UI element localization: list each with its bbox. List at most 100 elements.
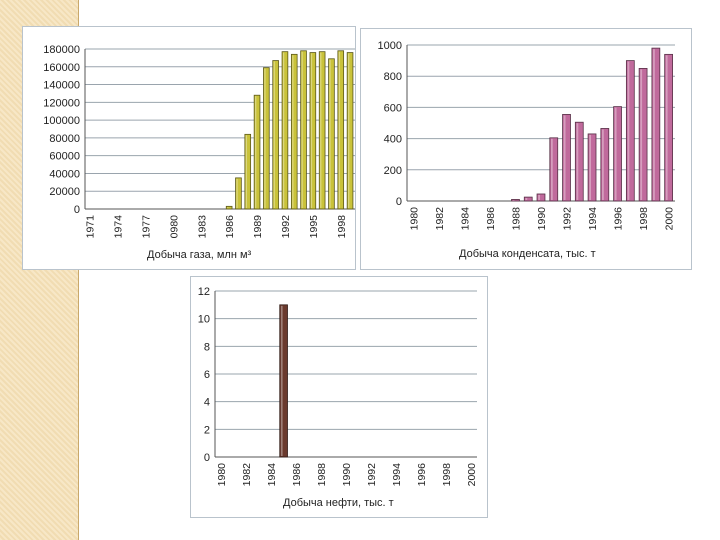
gas-ytick-label: 0 xyxy=(74,204,80,216)
gas-bar-1987 xyxy=(235,177,242,210)
condensate-xtick-label: 2000 xyxy=(664,207,676,231)
oil-ytick-label: 12 xyxy=(198,286,210,298)
condensate-ytick-label: 0 xyxy=(396,196,402,208)
gas-xtick-label: 1995 xyxy=(308,215,320,239)
oil-xtick-label: 1994 xyxy=(391,463,403,487)
gas-bar-highlight xyxy=(348,53,350,208)
condensate-bar-1998 xyxy=(638,68,648,202)
gas-bar-1998 xyxy=(337,50,345,210)
condensate-plot-area xyxy=(407,45,675,201)
oil-chart-xlabel: Добыча нефти, тыс. т xyxy=(283,497,394,509)
condensate-bar-1995 xyxy=(600,128,610,202)
gas-xtick-label: 1992 xyxy=(280,215,292,239)
condensate-xtick-label: 1990 xyxy=(536,207,548,231)
gas-bar-1986 xyxy=(225,205,233,210)
gas-xtick-label: 0980 xyxy=(168,215,180,239)
condensate-xtick-label: 1992 xyxy=(562,207,574,231)
oil-xtick-label: 1998 xyxy=(441,463,453,487)
oil-ytick-label: 6 xyxy=(204,369,210,381)
condensate-xtick-label: 1982 xyxy=(434,207,446,231)
oil-ytick-label: 8 xyxy=(204,341,210,353)
gas-bar-1997 xyxy=(328,58,335,210)
gas-bar-highlight xyxy=(338,51,341,209)
oil-xtick-label: 2000 xyxy=(466,463,478,487)
condensate-bar-highlight xyxy=(627,61,630,200)
gas-ytick-label: 80000 xyxy=(49,133,80,145)
condensate-xtick-label: 1986 xyxy=(485,207,497,231)
gas-bar-highlight xyxy=(301,51,303,209)
condensate-xtick-label: 1996 xyxy=(613,207,625,231)
condensate-bar-1992 xyxy=(562,114,571,202)
condensate-bar-highlight xyxy=(589,134,592,200)
condensate-chart: 0 200 400 600 800 1000 1980 1982 1984 1986 1988 199… xyxy=(378,40,676,231)
condensate-bar-1988 xyxy=(511,199,520,202)
oil-xtick-label: 1988 xyxy=(316,463,328,487)
gas-bar-highlight xyxy=(227,207,229,208)
oil-xtick-label: 1980 xyxy=(216,463,228,487)
gas-ytick-label: 140000 xyxy=(43,80,80,92)
condensate-bar-highlight xyxy=(512,200,515,201)
oil-xtick-label: 1996 xyxy=(416,463,428,487)
oil-xtick-label: 1986 xyxy=(291,463,303,487)
gas-bar-1994 xyxy=(300,50,307,210)
condensate-bar-highlight xyxy=(563,115,566,200)
condensate-bar-highlight xyxy=(640,69,643,201)
oil-chart: 0 2 4 6 8 10 12 1980 1982 1984 1986 1988 1990 1992 199… xyxy=(198,286,478,487)
gas-chart: 0 20000 40000 60000 80000 100000 120000 140000 1… xyxy=(43,44,355,239)
gas-bar-highlight xyxy=(245,135,248,208)
gas-bar-1996 xyxy=(318,51,326,210)
gas-bar-1988 xyxy=(244,133,252,210)
gas-bar-1995 xyxy=(309,52,317,210)
condensate-bar-highlight xyxy=(602,129,604,200)
condensate-bar-1996 xyxy=(613,106,622,202)
gas-xtick-label: 1971 xyxy=(85,215,97,239)
condensate-bar-2000 xyxy=(664,53,673,202)
condensate-xtick-label: 1994 xyxy=(587,207,599,231)
condensate-bar-1999 xyxy=(651,47,661,202)
gas-bar-highlight xyxy=(255,96,257,208)
gas-bar-highlight xyxy=(282,52,285,209)
condensate-ytick-label: 600 xyxy=(384,102,402,114)
gas-xtick-label: 1977 xyxy=(140,215,152,239)
condensate-bar-highlight xyxy=(538,194,540,200)
gas-ytick-label: 100000 xyxy=(43,115,80,127)
gas-bar-highlight xyxy=(264,68,266,208)
oil-bar-1985 xyxy=(279,304,288,458)
gas-bar-1990 xyxy=(263,67,270,210)
condensate-xtick-label: 1988 xyxy=(510,207,522,231)
gas-bar-1999 xyxy=(346,52,354,210)
oil-xtick-label: 1982 xyxy=(241,463,253,487)
gas-xtick-label: 1989 xyxy=(252,215,264,239)
gas-ytick-label: 20000 xyxy=(49,186,80,198)
condensate-bar-highlight xyxy=(550,138,553,200)
condensate-bar-highlight xyxy=(576,123,579,200)
condensate-xtick-label: 1984 xyxy=(459,207,471,231)
condensate-xtick-label: 1980 xyxy=(408,207,420,231)
condensate-bar-1991 xyxy=(549,137,559,202)
gas-ytick-label: 180000 xyxy=(43,44,80,56)
condensate-xtick-label: 1998 xyxy=(638,207,650,231)
oil-ytick-label: 10 xyxy=(198,314,210,326)
condensate-bar-highlight xyxy=(614,107,617,200)
gas-xtick-label: 1986 xyxy=(224,215,236,239)
condensate-bar-1989 xyxy=(523,196,533,202)
oil-ytick-label: 4 xyxy=(204,397,210,409)
gas-bar-highlight xyxy=(292,55,294,208)
condensate-bar-1993 xyxy=(574,121,584,202)
gas-ytick-label: 120000 xyxy=(43,97,80,109)
gas-ytick-label: 40000 xyxy=(49,168,80,180)
condensate-bar-1990 xyxy=(536,193,546,202)
condensate-bar-1997 xyxy=(625,60,635,202)
gas-bar-highlight xyxy=(236,178,238,208)
gas-bar-1993 xyxy=(290,53,298,210)
oil-ytick-label: 0 xyxy=(204,452,210,464)
condensate-ytick-label: 400 xyxy=(384,134,402,146)
gas-xtick-label: 1998 xyxy=(336,215,348,239)
oil-chart-panel: 0 2 4 6 8 10 12 1980 1982 1984 1986 1988 1990 1992 199… xyxy=(190,276,488,518)
gas-bar-highlight xyxy=(329,59,331,209)
condensate-bar-highlight xyxy=(525,198,528,200)
condensate-ytick-label: 1000 xyxy=(378,40,402,52)
condensate-ytick-label: 800 xyxy=(384,71,402,83)
gas-bar-1991 xyxy=(272,60,279,210)
oil-xtick-label: 1984 xyxy=(266,463,278,487)
